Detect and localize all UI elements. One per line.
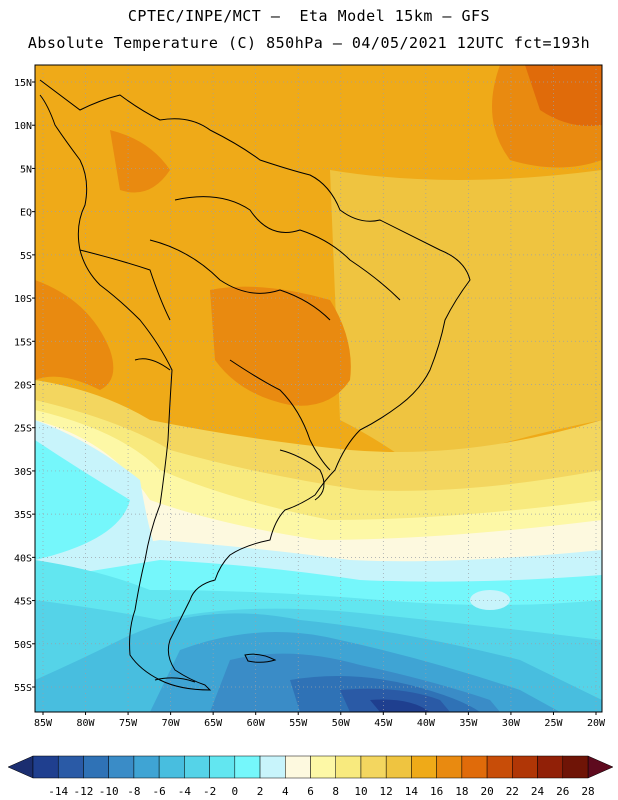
colorbar-tick-label: 16 xyxy=(430,785,443,798)
temperature-field xyxy=(35,65,602,712)
lat-tick-label: 20S xyxy=(14,381,32,392)
map-title-line1: CPTEC/INPE/MCT – Eta Model 15km – GFS xyxy=(127,7,491,25)
colorbar-swatch xyxy=(562,755,589,779)
colorbar-tick-label: 20 xyxy=(480,785,493,798)
lat-lon-grid xyxy=(35,65,602,712)
colorbar-right-arrow xyxy=(587,755,614,779)
colorbar-swatch xyxy=(436,755,463,779)
colorbar-tick-label: -12 xyxy=(74,785,94,798)
colorbar-tick-label: 2 xyxy=(257,785,264,798)
colorbar-swatch xyxy=(32,755,59,779)
map-title-line2: Absolute Temperature (C) 850hPa – 04/05/… xyxy=(27,34,591,52)
lat-tick-label: 15S xyxy=(14,337,32,348)
lat-tick-label: 45S xyxy=(14,597,32,608)
lon-tick-label: 25W xyxy=(544,718,563,729)
lat-tick-label: 30S xyxy=(14,467,32,478)
colorbar-tick-label: 14 xyxy=(405,785,419,798)
lon-tick-label: 80W xyxy=(77,718,96,729)
colorbar-swatch xyxy=(310,755,336,779)
colorbar-swatch xyxy=(184,755,210,779)
coastlines xyxy=(39,79,471,691)
colorbar-tick-label: 28 xyxy=(581,785,594,798)
colorbar-tick-label: -14 xyxy=(48,785,68,798)
lon-tick-label: 60W xyxy=(247,718,266,729)
lon-tick-label: 40W xyxy=(417,718,436,729)
colorbar: -14 -12 -10 -8 -6 -4 -2 0 2 4 6 8 10 12 14 16 18 20 22 24 26… xyxy=(7,755,614,798)
colorbar-tick-label: 22 xyxy=(506,785,519,798)
colorbar-tick-label: 12 xyxy=(380,785,393,798)
colorbar-tick-label: 10 xyxy=(354,785,367,798)
colorbar-tick-label: -10 xyxy=(99,785,119,798)
colorbar-swatch xyxy=(335,755,362,779)
lon-tick-label: 50W xyxy=(332,718,351,729)
colorbar-swatch xyxy=(158,755,185,779)
lon-tick-label: 30W xyxy=(502,718,521,729)
colorbar-swatch xyxy=(285,755,311,779)
lon-tick-label: 20W xyxy=(587,718,606,729)
colorbar-left-arrow xyxy=(7,755,34,779)
lat-tick-label: 25S xyxy=(14,424,32,435)
lat-tick-label: 50S xyxy=(14,640,32,651)
colorbar-swatch xyxy=(234,755,261,779)
colorbar-swatch xyxy=(411,755,437,779)
lat-tick-label: 10S xyxy=(14,294,32,305)
colorbar-swatch xyxy=(461,755,488,779)
colorbar-swatch xyxy=(385,755,412,779)
colorbar-tick-label: 24 xyxy=(531,785,545,798)
colorbar-swatch xyxy=(108,755,135,779)
lat-tick-label: 10N xyxy=(14,121,32,132)
map-frame xyxy=(34,64,603,713)
colorbar-tick-label: -2 xyxy=(203,785,216,798)
lat-tick-label: 15N xyxy=(14,78,32,89)
colorbar-swatch xyxy=(512,755,538,779)
colorbar-tick-label: 18 xyxy=(455,785,468,798)
lat-tick-label: 35S xyxy=(14,510,32,521)
lon-tick-label: 55W xyxy=(289,718,308,729)
lat-tick-label: 5S xyxy=(20,251,32,262)
colorbar-tick-label: 8 xyxy=(332,785,339,798)
colorbar-swatch xyxy=(486,755,513,779)
colorbar-tick-label: 4 xyxy=(282,785,289,798)
colorbar-swatch xyxy=(537,755,564,779)
lon-tick-label: 75W xyxy=(119,718,138,729)
colorbar-swatch xyxy=(259,755,286,779)
colorbar-tick-label: 6 xyxy=(307,785,314,798)
colorbar-swatch xyxy=(57,755,84,779)
colorbar-swatch xyxy=(133,755,160,779)
lon-tick-label: 65W xyxy=(204,718,223,729)
lon-tick-label: 45W xyxy=(374,718,393,729)
lat-tick-label: 5N xyxy=(20,164,32,175)
colorbar-swatch xyxy=(360,755,387,779)
lon-tick-label: 70W xyxy=(162,718,181,729)
colorbar-swatch xyxy=(83,755,109,779)
latitude-labels: 15N 10N 5N EQ 5S 10S 15S 20S 25S 30S 35S 40S 45S 50S 5… xyxy=(14,78,35,694)
lat-tick-label: 55S xyxy=(14,683,32,694)
colorbar-swatch xyxy=(209,755,236,779)
lon-tick-label: 35W xyxy=(459,718,478,729)
colorbar-tick-label: 0 xyxy=(232,785,239,798)
colorbar-tick-label: -8 xyxy=(127,785,140,798)
lat-tick-label: EQ xyxy=(20,208,32,219)
lat-tick-label: 40S xyxy=(14,553,32,564)
lon-tick-label: 85W xyxy=(34,718,53,729)
colorbar-tick-label: -6 xyxy=(153,785,166,798)
colorbar-tick-label: 26 xyxy=(556,785,569,798)
longitude-labels: 85W 80W 75W 70W 65W 60W 55W 50W 45W 40W 35W 30W 25W 2… xyxy=(34,712,606,729)
colorbar-tick-label: -4 xyxy=(178,785,192,798)
